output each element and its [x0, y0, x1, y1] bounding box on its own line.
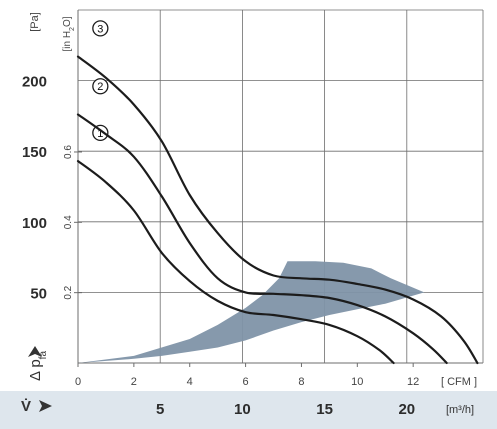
- curve-1: [76, 160, 395, 365]
- m3h-tick-label: 20: [398, 401, 415, 418]
- bottom-axis-band: [0, 391, 497, 429]
- m3h-tick-label: 10: [234, 401, 251, 418]
- pa-tick-label: 100: [22, 215, 47, 232]
- curve-1-marker: [92, 124, 109, 141]
- cfm-tick-label: 2: [131, 376, 137, 388]
- pa-tick-label: 50: [30, 285, 47, 302]
- x-axis-arrow-icon: [39, 400, 52, 412]
- curve-2: [76, 113, 448, 365]
- inh2o-tick-label: 0.4: [63, 215, 74, 229]
- curve-3-label: 3: [97, 23, 103, 35]
- inh2o-tick-label: 0.6: [63, 145, 74, 159]
- cfm-tick-label: 6: [243, 376, 249, 388]
- cfm-tick-label: 4: [187, 376, 193, 388]
- m3h-tick-label: 5: [156, 401, 164, 418]
- m3h-tick-label: 15: [316, 401, 333, 418]
- pa-unit-label: [Pa]: [29, 12, 41, 32]
- curve-1-label: 1: [97, 128, 103, 140]
- inh2o-tick-label: 0.2: [63, 285, 74, 299]
- curve-3: [76, 55, 479, 365]
- cfm-tick-label: 12: [407, 376, 419, 388]
- y-axis-title: Δ pfa: [27, 351, 49, 381]
- curve-2-marker: [92, 78, 109, 95]
- curve-2-label: 2: [97, 81, 103, 93]
- performance-curves: 1 2 3: [76, 20, 479, 365]
- inh2o-unit-label: [in H2O]: [62, 16, 76, 51]
- x-axis-title: V̇: [21, 398, 31, 415]
- y-axis-arrow-icon: [28, 346, 42, 357]
- pa-tick-label: 200: [22, 74, 47, 91]
- cfm-tick-label: 8: [298, 376, 304, 388]
- m3h-unit-label: [m³/h]: [446, 404, 474, 416]
- curve-3-marker: [92, 20, 109, 37]
- pa-tick-label: 150: [22, 144, 47, 161]
- cfm-unit-label: [ CFM ]: [441, 376, 477, 388]
- cfm-tick-label: 0: [75, 376, 81, 388]
- cfm-tick-label: 10: [351, 376, 363, 388]
